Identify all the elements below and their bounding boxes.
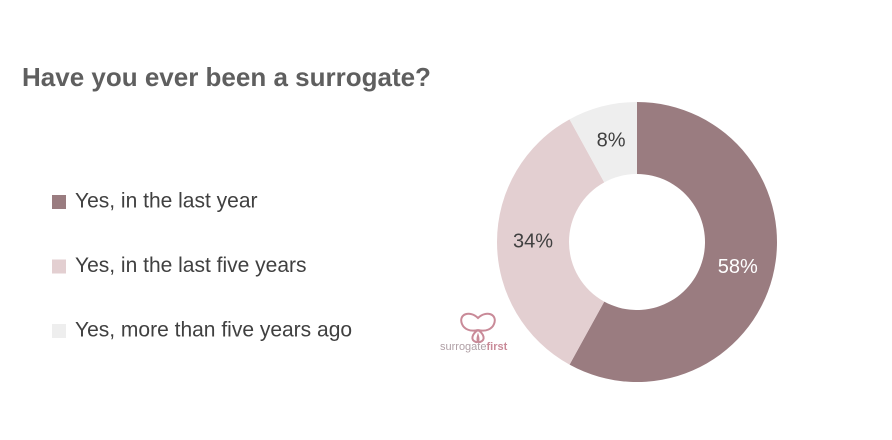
legend-label: Yes, in the last five years <box>75 254 307 277</box>
data-label: 58% <box>718 256 758 278</box>
slice <box>497 119 605 365</box>
legend-swatch <box>52 259 66 274</box>
data-label: 34% <box>513 230 553 252</box>
legend-swatch <box>52 324 66 338</box>
slice <box>569 102 778 382</box>
legend-label: Yes, in the last year <box>75 190 258 213</box>
logo-icon <box>460 312 496 344</box>
data-label: 8% <box>597 130 626 152</box>
legend-label: Yes, more than five years ago <box>75 319 352 342</box>
chart-title: Have you ever been a surrogate? <box>22 62 431 92</box>
logo-text-1: surrogate <box>440 341 486 353</box>
logo-text-2: first <box>486 341 507 353</box>
legend-swatch <box>52 195 66 209</box>
logo: surrogatefirst <box>440 312 508 353</box>
slice <box>569 102 637 183</box>
logo-text: surrogatefirst <box>440 341 508 353</box>
